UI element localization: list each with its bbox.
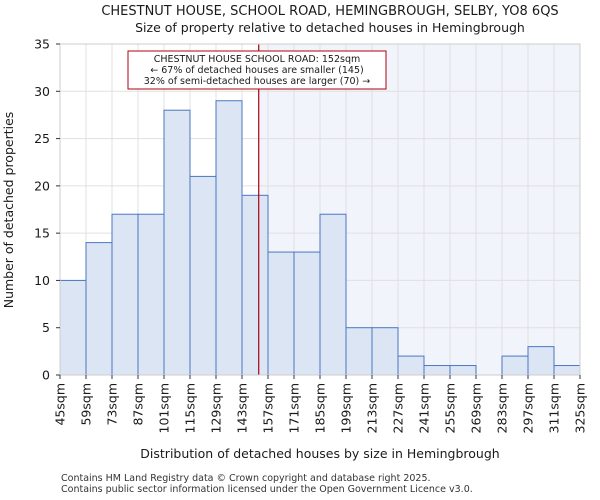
y-tick-label-4: 20 bbox=[34, 178, 50, 193]
bar-255sqm bbox=[449, 365, 477, 376]
x-tick-label-157sqm: 157sqm bbox=[261, 383, 276, 433]
bar-157sqm bbox=[267, 251, 295, 376]
bar-199sqm bbox=[345, 327, 373, 376]
x-tick-label-101sqm: 101sqm bbox=[157, 383, 172, 433]
footer-line-2: Contains public sector information licen… bbox=[61, 484, 473, 495]
bar-241sqm bbox=[423, 365, 451, 376]
bars bbox=[59, 100, 581, 376]
y-tick-label-5: 25 bbox=[34, 131, 50, 146]
x-tick-label-143sqm: 143sqm bbox=[235, 383, 250, 433]
y-axis-ticks: 0 5 10 15 20 25 30 35 bbox=[34, 37, 60, 383]
x-axis-label: Distribution of detached houses by size … bbox=[140, 446, 499, 461]
bar-45sqm bbox=[59, 279, 87, 376]
annotation-line-3: 32% of semi-detached houses are larger (… bbox=[144, 76, 371, 87]
bar-101sqm bbox=[163, 109, 191, 376]
x-tick-label-227sqm: 227sqm bbox=[391, 383, 406, 433]
y-tick-label-6: 30 bbox=[34, 84, 50, 99]
x-tick-label-199sqm: 199sqm bbox=[339, 383, 354, 433]
x-tick-label-297sqm: 297sqm bbox=[521, 383, 536, 433]
x-tick-label-129sqm: 129sqm bbox=[209, 383, 224, 433]
x-tick-label-171sqm: 171sqm bbox=[287, 383, 302, 433]
y-tick-label-3: 15 bbox=[34, 226, 50, 241]
annotation-line-2: ← 67% of detached houses are smaller (14… bbox=[150, 65, 363, 76]
annotation-border bbox=[127, 50, 387, 90]
bar-73sqm bbox=[111, 213, 139, 376]
x-tick-label-87sqm: 87sqm bbox=[131, 383, 146, 426]
x-tick-label-45sqm: 45sqm bbox=[53, 383, 68, 426]
y-tick-label-0: 0 bbox=[42, 368, 50, 383]
bar-213sqm bbox=[371, 327, 399, 376]
chart-title: CHESTNUT HOUSE, SCHOOL ROAD, HEMINGBROUG… bbox=[101, 4, 558, 19]
chart-subtitle: Size of property relative to detached ho… bbox=[135, 20, 525, 35]
bar-59sqm bbox=[85, 242, 113, 376]
x-tick-label-255sqm: 255sqm bbox=[443, 383, 458, 433]
footer-line-1: Contains HM Land Registry data © Crown c… bbox=[61, 473, 431, 484]
bar-115sqm bbox=[189, 175, 217, 376]
x-tick-label-269sqm: 269sqm bbox=[469, 383, 484, 433]
bar-283sqm bbox=[501, 355, 529, 376]
x-tick-label-283sqm: 283sqm bbox=[495, 383, 510, 433]
x-tick-label-213sqm: 213sqm bbox=[365, 383, 380, 433]
bar-227sqm bbox=[397, 355, 425, 376]
y-tick-label-1: 5 bbox=[42, 320, 50, 335]
annotation-line-1: CHESTNUT HOUSE SCHOOL ROAD: 152sqm bbox=[154, 54, 361, 65]
x-tick-label-241sqm: 241sqm bbox=[417, 383, 432, 433]
x-axis-ticks: 45sqm 59sqm 73sqm 87sqm 101sqm 115sqm 129sqm 14… bbox=[53, 375, 588, 433]
x-tick-label-185sqm: 185sqm bbox=[313, 383, 328, 433]
bar-143sqm bbox=[241, 194, 269, 376]
x-tick-label-325sqm: 325sqm bbox=[573, 383, 588, 433]
annotation-box: CHESTNUT HOUSE SCHOOL ROAD: 152sqm ← 67%… bbox=[127, 50, 387, 90]
bar-185sqm bbox=[319, 213, 347, 376]
y-tick-label-7: 35 bbox=[34, 37, 50, 52]
x-tick-label-115sqm: 115sqm bbox=[183, 383, 198, 433]
bar-87sqm bbox=[137, 213, 165, 376]
y-axis-label: Number of detached properties bbox=[1, 112, 16, 309]
y-tick-label-2: 10 bbox=[34, 273, 50, 288]
bar-297sqm bbox=[527, 346, 555, 376]
x-tick-label-59sqm: 59sqm bbox=[79, 383, 94, 426]
x-tick-label-311sqm: 311sqm bbox=[547, 383, 562, 433]
bar-129sqm bbox=[215, 100, 243, 376]
bar-171sqm bbox=[293, 251, 321, 376]
bar-311sqm bbox=[553, 365, 581, 376]
x-tick-label-73sqm: 73sqm bbox=[105, 383, 120, 426]
